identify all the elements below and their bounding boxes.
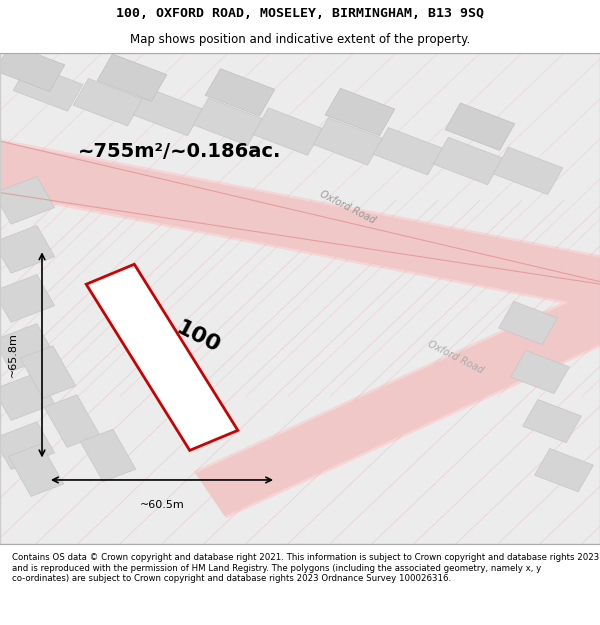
Polygon shape [20, 346, 76, 398]
Polygon shape [0, 138, 600, 312]
Text: Map shows position and indicative extent of the property.: Map shows position and indicative extent… [130, 33, 470, 46]
Polygon shape [433, 138, 503, 185]
Polygon shape [133, 88, 203, 136]
Polygon shape [86, 264, 238, 451]
Text: ~60.5m: ~60.5m [140, 499, 184, 509]
Polygon shape [0, 324, 55, 371]
Polygon shape [253, 108, 323, 156]
Polygon shape [44, 395, 100, 448]
Polygon shape [0, 176, 55, 224]
Polygon shape [0, 44, 65, 91]
Polygon shape [97, 54, 167, 101]
Text: ~755m²/~0.186ac.: ~755m²/~0.186ac. [79, 142, 281, 161]
Polygon shape [373, 127, 443, 175]
Polygon shape [325, 88, 395, 136]
Polygon shape [80, 429, 136, 482]
Polygon shape [205, 69, 275, 116]
Polygon shape [0, 135, 600, 315]
Text: Oxford Road: Oxford Road [427, 339, 485, 376]
Polygon shape [0, 226, 55, 273]
Polygon shape [0, 372, 55, 421]
Text: ~65.8m: ~65.8m [8, 332, 18, 378]
Polygon shape [0, 422, 55, 469]
Polygon shape [493, 147, 563, 194]
Polygon shape [196, 268, 600, 516]
Text: 100, OXFORD ROAD, MOSELEY, BIRMINGHAM, B13 9SQ: 100, OXFORD ROAD, MOSELEY, BIRMINGHAM, B… [116, 7, 484, 20]
Polygon shape [194, 265, 600, 518]
Polygon shape [511, 351, 569, 394]
Polygon shape [0, 274, 55, 322]
Text: 100: 100 [173, 318, 223, 357]
Polygon shape [193, 98, 263, 146]
Polygon shape [313, 118, 383, 165]
Polygon shape [535, 449, 593, 492]
Text: Contains OS data © Crown copyright and database right 2021. This information is : Contains OS data © Crown copyright and d… [12, 554, 599, 583]
Text: Oxford Road: Oxford Road [319, 189, 377, 226]
Polygon shape [13, 64, 83, 111]
Polygon shape [499, 301, 557, 344]
Polygon shape [445, 103, 515, 151]
Polygon shape [523, 399, 581, 442]
Polygon shape [8, 444, 64, 496]
Polygon shape [73, 79, 143, 126]
